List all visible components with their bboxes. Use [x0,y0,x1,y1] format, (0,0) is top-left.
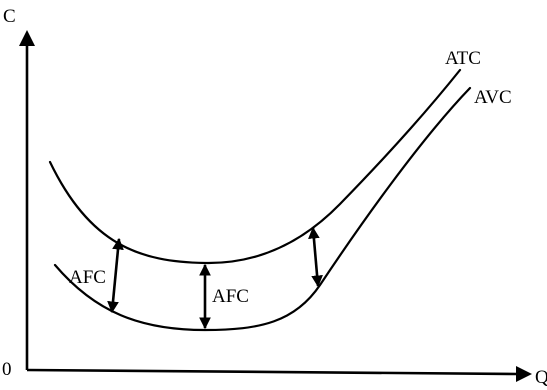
avc-curve [53,86,472,332]
x-axis-arrow-icon [516,366,532,382]
atc-curve [48,68,462,265]
x-axis [26,368,519,376]
afc-gap-label-left: AFC [69,267,106,288]
afc-gap-label-middle: AFC [212,286,249,307]
y-axis-label: C [3,6,16,27]
afc-gap-arrow-right [308,226,323,288]
avc-label: AVC [474,87,512,108]
afc-gap-arrow-left [107,237,124,314]
x-axis-label: Q [535,367,547,388]
origin-label: 0 [2,359,12,380]
atc-label: ATC [445,48,481,69]
y-axis-arrow-icon [19,30,35,46]
